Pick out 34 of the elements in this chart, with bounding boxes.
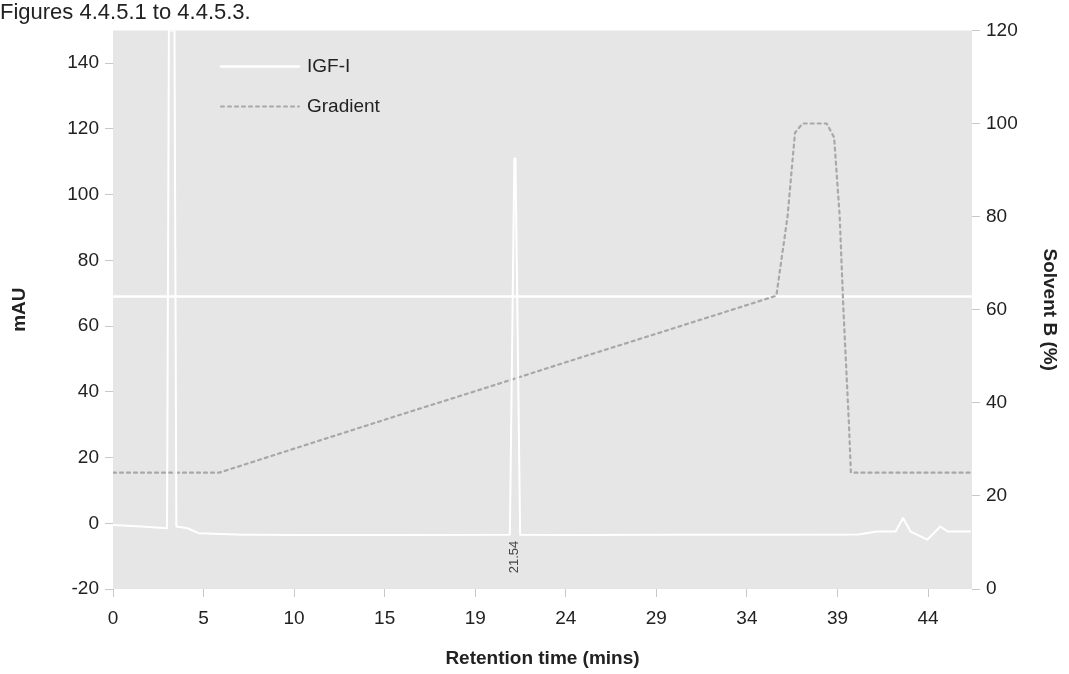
x-tick-label: 15 <box>374 606 396 628</box>
x-tick-label: 5 <box>198 606 209 628</box>
x-tick-label: 24 <box>555 606 577 628</box>
y-tick-label: 40 <box>77 380 99 402</box>
y2-axis-title: Solvent B (%) <box>1040 248 1062 371</box>
x-tick-label: 10 <box>283 606 305 628</box>
y-tick-label: 100 <box>67 182 99 204</box>
y2-tick-label: 100 <box>986 111 1018 133</box>
y2-tick-label: 20 <box>986 484 1008 506</box>
x-tick-label: 29 <box>645 606 667 628</box>
x-tick-label: 19 <box>464 606 486 628</box>
x-tick-label: 0 <box>107 606 119 628</box>
y-tick-label: 20 <box>77 445 99 467</box>
y2-tick-label: 40 <box>986 391 1008 413</box>
x-axis-title: Retention time (mins) <box>445 646 640 668</box>
y2-tick-label: 80 <box>986 204 1008 226</box>
x-tick-label: 39 <box>826 606 849 628</box>
y2-tick-label: 60 <box>986 297 1008 319</box>
y2-tick-label: 120 <box>986 18 1018 40</box>
x-tick-label: 34 <box>736 606 758 628</box>
y-tick-label: -20 <box>71 577 99 599</box>
y-tick-label: 140 <box>67 51 99 73</box>
x-tick-label: 44 <box>917 606 940 628</box>
y-axis-title: mAU <box>7 287 29 332</box>
chart-title: Figures 4.4.5.1 to 4.4.5.3. <box>0 0 251 25</box>
annotation: 21.54 <box>505 540 521 574</box>
y2-tick-label: 0 <box>986 577 997 599</box>
y-tick-label: 80 <box>77 248 99 270</box>
y-tick-label: 0 <box>88 511 99 533</box>
legend-label: Gradient <box>307 94 381 116</box>
y-tick-label: 60 <box>77 314 99 336</box>
legend-label: IGF-I <box>307 54 351 76</box>
line-series <box>113 122 972 474</box>
y-tick-label: 120 <box>67 117 99 139</box>
